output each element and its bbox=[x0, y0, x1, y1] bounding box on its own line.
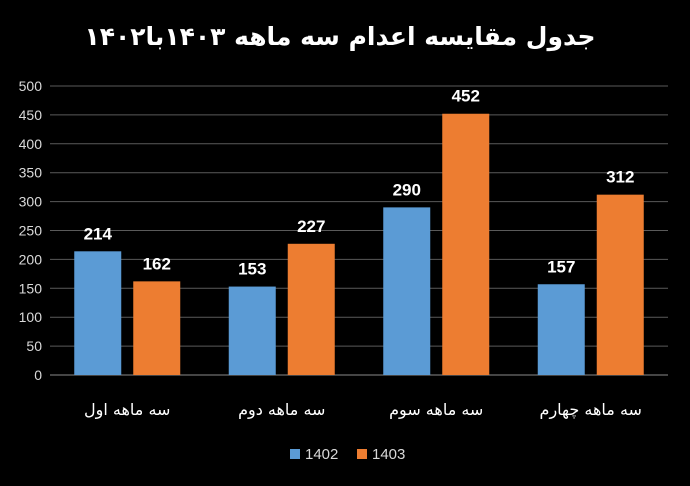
data-label: 452 bbox=[452, 87, 480, 106]
data-label: 214 bbox=[84, 224, 113, 243]
category-label: سه ماهه دوم bbox=[238, 400, 325, 420]
legend: 1402 1403 bbox=[290, 446, 405, 463]
bar-1402 bbox=[537, 284, 585, 375]
bar-1402 bbox=[383, 207, 431, 375]
legend-label: 1402 bbox=[305, 446, 338, 463]
data-label: 290 bbox=[393, 180, 421, 199]
bar-1403 bbox=[287, 243, 335, 375]
y-tick-label: 50 bbox=[26, 338, 42, 354]
bar-1402 bbox=[74, 251, 122, 375]
bar-1403 bbox=[133, 281, 181, 375]
y-tick-label: 500 bbox=[19, 78, 43, 94]
bar-1402 bbox=[228, 286, 276, 375]
chart-title: جدول مقایسه اعدام سه ماهه ۱۴۰۳با۱۴۰۲ bbox=[84, 22, 595, 52]
category-label: سه ماهه چهارم bbox=[540, 400, 642, 420]
y-tick-label: 250 bbox=[19, 223, 43, 239]
bars bbox=[74, 113, 644, 375]
category-label: سه ماهه سوم bbox=[389, 400, 483, 420]
bar-1403 bbox=[596, 194, 644, 375]
data-label: 312 bbox=[606, 168, 634, 187]
y-tick-label: 200 bbox=[19, 251, 43, 267]
data-labels: 214 162 153 227 290 452 157 312 bbox=[84, 87, 635, 279]
category-label: سه ماهه اول bbox=[84, 400, 170, 420]
x-axis-categories: سه ماهه اول سه ماهه دوم سه ماهه سوم سه ماهه… bbox=[84, 400, 642, 420]
data-label: 157 bbox=[547, 257, 575, 276]
y-tick-label: 150 bbox=[19, 280, 43, 296]
data-label: 227 bbox=[297, 217, 325, 236]
legend-swatch bbox=[357, 449, 367, 459]
data-label: 153 bbox=[238, 260, 266, 279]
y-tick-label: 300 bbox=[19, 194, 43, 210]
bar-1403 bbox=[442, 113, 490, 375]
y-axis-ticks: 0 50 100 150 200 250 300 350 400 450 500 bbox=[19, 78, 43, 383]
legend-swatch bbox=[290, 449, 300, 459]
y-tick-label: 0 bbox=[34, 367, 42, 383]
legend-label: 1403 bbox=[372, 446, 405, 463]
y-tick-label: 350 bbox=[19, 165, 43, 181]
y-tick-label: 100 bbox=[19, 309, 43, 325]
y-tick-label: 400 bbox=[19, 136, 43, 152]
data-label: 162 bbox=[143, 254, 171, 273]
y-tick-label: 450 bbox=[19, 107, 43, 123]
